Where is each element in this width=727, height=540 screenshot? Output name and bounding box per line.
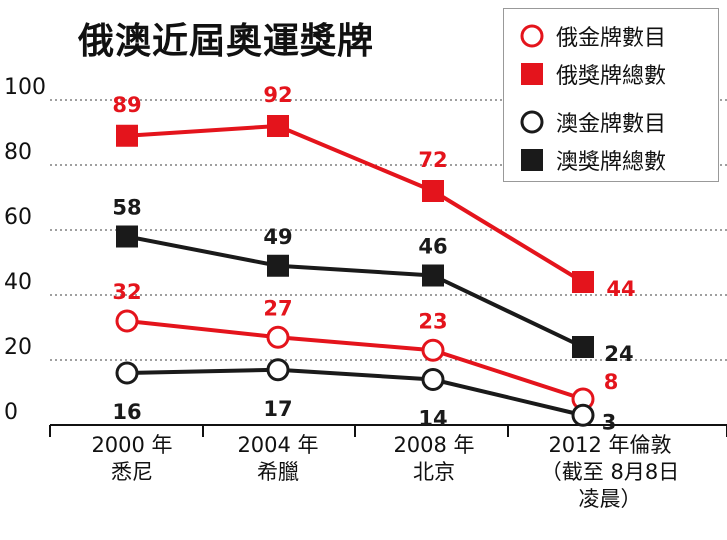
data-label: 92 — [263, 83, 292, 107]
y-tick-label: 40 — [4, 270, 32, 295]
data-label: 44 — [606, 277, 635, 301]
x-category-2008: 2008 年 北京 — [364, 432, 504, 486]
legend-label: 澳獎牌總數 — [556, 150, 667, 175]
series-line — [126, 319, 584, 401]
data-point-circle — [115, 361, 139, 385]
data-point-circle — [115, 309, 139, 333]
data-label: 16 — [112, 400, 141, 424]
x-category-2012: 2012 年倫敦 （截至 8月8日 凌晨） — [515, 432, 705, 513]
data-label: 49 — [263, 225, 292, 249]
legend-item-australia-gold: 澳金牌數目 — [518, 107, 666, 137]
x-tick-label: 2008 年 — [393, 433, 475, 457]
data-point-circle — [266, 358, 290, 382]
y-tick-label: 100 — [4, 75, 46, 100]
x-tick-label: 凌晨） — [578, 487, 642, 511]
filled-square-icon — [521, 149, 543, 171]
data-label: 14 — [418, 407, 447, 431]
filled-square-icon — [521, 63, 543, 85]
data-label: 58 — [112, 196, 141, 220]
data-label: 89 — [112, 93, 141, 117]
y-tick-label: 60 — [4, 205, 32, 230]
data-point-square — [267, 254, 289, 277]
data-label: 17 — [263, 397, 292, 421]
data-point-square — [116, 124, 138, 147]
data-point-circle — [421, 338, 445, 362]
x-tick-label: 2000 年 — [91, 433, 173, 457]
legend-label: 澳金牌數目 — [556, 112, 667, 137]
x-tick-label: 2012 年倫敦 — [548, 433, 672, 457]
data-label: 32 — [112, 280, 141, 304]
data-point-square — [572, 271, 594, 293]
series-line — [126, 367, 584, 418]
legend-item-russia-total: 俄獎牌總數 — [518, 59, 666, 89]
x-category-2000: 2000 年 悉尼 — [62, 432, 202, 486]
data-label: 3 — [602, 410, 617, 434]
x-tick-label: 2004 年 — [237, 433, 319, 457]
data-point-square — [422, 264, 444, 287]
x-tick-label: 希臘 — [257, 460, 299, 484]
data-label: 8 — [604, 370, 619, 394]
data-point-circle — [571, 403, 595, 427]
data-label: 72 — [418, 148, 447, 172]
open-circle-icon — [520, 24, 544, 48]
legend-item-australia-total: 澳獎牌總數 — [518, 145, 666, 175]
x-category-2004: 2004 年 希臘 — [208, 432, 348, 486]
data-point-square — [572, 336, 594, 358]
data-label: 23 — [418, 309, 447, 333]
legend-label: 俄獎牌總數 — [556, 64, 667, 89]
data-label: 24 — [604, 342, 633, 366]
data-point-square — [116, 225, 138, 248]
data-point-square — [267, 115, 289, 137]
chart-title: 俄澳近屆奧運獎牌 — [78, 21, 375, 62]
y-tick-label: 80 — [4, 140, 32, 165]
data-point-circle — [266, 325, 290, 349]
series-line — [126, 124, 585, 284]
x-tick-label: （截至 8月8日 — [540, 460, 680, 484]
data-label: 46 — [418, 235, 447, 259]
y-tick-label: 20 — [4, 335, 32, 360]
y-tick-label: 0 — [4, 400, 18, 425]
series-line — [126, 234, 584, 349]
legend: 俄金牌數目 俄獎牌總數 澳金牌數目 澳獎牌總數 — [503, 8, 719, 182]
x-tick-label: 北京 — [413, 460, 455, 484]
data-point-square — [422, 180, 444, 202]
data-label: 27 — [263, 296, 292, 320]
legend-item-russia-gold: 俄金牌數目 — [518, 21, 666, 51]
data-point-circle — [421, 368, 445, 391]
x-tick-label: 悉尼 — [111, 460, 153, 484]
legend-label: 俄金牌數目 — [556, 26, 667, 51]
open-circle-icon — [520, 110, 544, 134]
